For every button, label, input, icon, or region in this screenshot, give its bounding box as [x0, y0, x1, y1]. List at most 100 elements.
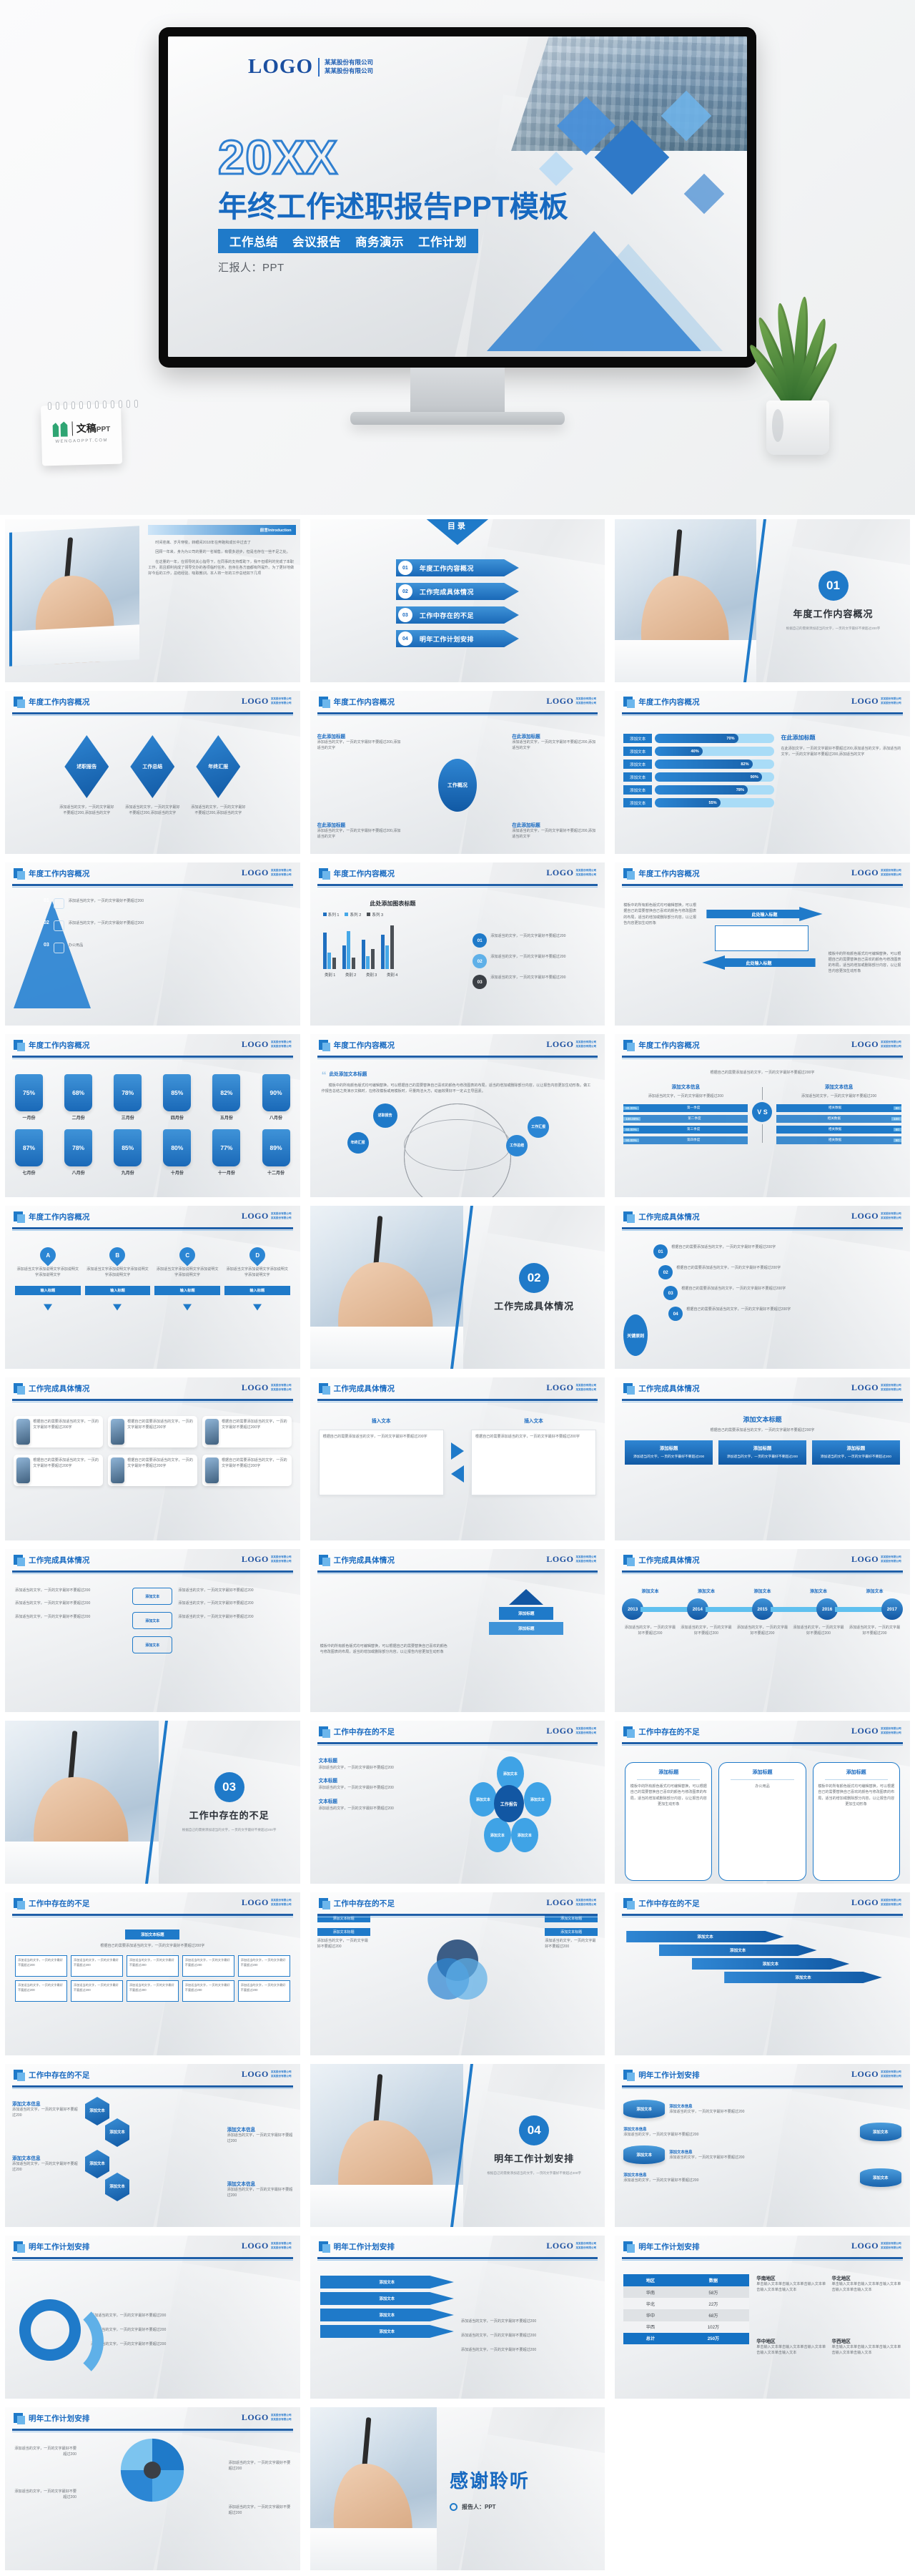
slide-header-logo: LOGO 某某股份有限公司 某某股份有限公司 [546, 696, 597, 706]
slide-thumbnail[interactable]: 年度工作内容概况 LOGO 某某股份有限公司 某某股份有限公司 75% 一月份 68% 二… [0, 1030, 305, 1201]
slide-header-title: 明年工作计划安排 [638, 2243, 700, 2251]
catalog-item-number: 02 [397, 584, 412, 599]
slide-thumbnail[interactable]: 工作中存在的不足 LOGO 某某股份有限公司 某某股份有限公司 添加标题 模板中的所… [610, 1716, 915, 1888]
slide-thumbnail[interactable]: 工作完成具体情况 LOGO 某某股份有限公司 某某股份有限公司 添加文本标题 根据自… [610, 1373, 915, 1545]
slide-thumbnail[interactable]: 前言Introduction 时间荏苒、岁月穿梭，转眼间2018年在奔跑和成长中… [0, 515, 305, 687]
kpi-value: 80% [163, 1129, 192, 1166]
bracket-text: 添加适当的文字，一页的文字最好不要超过200 [178, 1588, 254, 1593]
vs-left-bars: 80.00% 第一季度 100.00% 第二季度 60.00% 第三季度 90.00% 第四季… [623, 1103, 748, 1144]
abcd-button[interactable]: 输入标题 [224, 1285, 290, 1295]
slide-header-logo: LOGO 某某股份有限公司 某某股份有限公司 [851, 2241, 901, 2251]
abcd-button[interactable]: 输入标题 [154, 1285, 220, 1295]
flower-petal: 添加文本 [510, 1818, 538, 1852]
slide-thumbnail[interactable]: 工作完成具体情况 LOGO 某某股份有限公司 某某股份有限公司 添加文本 添加文本 添加… [610, 1545, 915, 1716]
abcd-button[interactable]: 输入标题 [15, 1285, 81, 1295]
bar [385, 945, 390, 969]
photo-card-text: 根据自己的需要添加适当的文字，一页的文字最好不要超过200字 [221, 1458, 287, 1469]
slide-thumbnail[interactable]: 年度工作内容概况 LOGO 某某股份有限公司 某某股份有限公司 工作概况 在此添加标… [305, 687, 610, 858]
abcd-item: B 添加适当文字添加说明文字添加说明文字添加说明文字 [85, 1244, 151, 1279]
slide-header-icon [14, 1040, 25, 1051]
slide-thumbnail[interactable]: 工作中存在的不足 LOGO 某某股份有限公司 某某股份有限公司 添加文本标题 根据自… [0, 1888, 305, 2060]
slide-thumbnail[interactable]: 工作完成具体情况 LOGO 某某股份有限公司 某某股份有限公司 根据自己的需要添加适… [0, 1373, 305, 1545]
slide-header-title: 工作中存在的不足 [638, 1899, 700, 1908]
slide-thumbnail[interactable]: 工作中存在的不足 LOGO 某某股份有限公司 某某股份有限公司 添加文本标题 添加适… [305, 1888, 610, 2060]
slide-thumbnail[interactable]: 年度工作内容概况 LOGO 某某股份有限公司 某某股份有限公司 述职报告 添加适当的… [0, 687, 305, 858]
cylinder-shape: 添加文本 [623, 2145, 666, 2164]
calendar-url: WENGAOPPT.COM [55, 438, 109, 444]
slide-thumbnail[interactable]: 明年工作计划安排 LOGO 某某股份有限公司 某某股份有限公司 添加适当的文字，一页… [0, 2231, 305, 2403]
kpi-card: 90% 八月份 [262, 1074, 290, 1121]
slide-thumbnail[interactable]: 年度工作内容概况 LOGO 某某股份有限公司 某某股份有限公司 此处添加图表标题 系… [305, 858, 610, 1030]
header-rule [12, 2085, 293, 2088]
slide-thumbnail[interactable]: 明年工作计划安排 LOGO 某某股份有限公司 某某股份有限公司 添加适当的文字，一页… [0, 2403, 305, 2575]
timeline-year: 2014 [686, 1598, 708, 1620]
slide-thumbnail[interactable]: 03 工作中存在的不足 根据自己的需要添加适当的文字，一页的文字最好不要超过20… [0, 1716, 305, 1888]
header-rule [12, 712, 293, 714]
slide-header-icon [14, 1383, 25, 1395]
table-cell: 102万 [677, 2321, 750, 2333]
numbered-list-item: 04 根据自己的需要添加适当的文字，一页的文字最好不要超过200字 [668, 1307, 901, 1321]
slide-thumbnail[interactable]: 工作完成具体情况 LOGO 某某股份有限公司 某某股份有限公司 关键原则 01 根据自… [610, 1201, 915, 1373]
percent-bar-row: 添加文本 90% [623, 772, 774, 782]
triangle-number: 02 [44, 920, 49, 925]
slide-thumbnail[interactable]: 目录 01 年度工作内容概况 02 工作完成具体情况 03 工作中存在的不足 0… [305, 515, 610, 687]
slide-header: 年度工作内容概况 LOGO 某某股份有限公司 某某股份有限公司 [5, 1034, 300, 1059]
timeline-captions: 添加适当的文字，一页的文字最好不要超过200 添加适当的文字，一页的文字最好不要超… [622, 1625, 903, 1637]
slide-header-logo: LOGO 某某股份有限公司 某某股份有限公司 [241, 696, 292, 706]
slide-thumbnail[interactable]: 年度工作内容概况 LOGO 某某股份有限公司 某某股份有限公司 “ 此处添加文本标题… [305, 1030, 610, 1201]
slide-thumbnail[interactable]: 年度工作内容概况 LOGO 某某股份有限公司 某某股份有限公司 根据自己的需要添加适… [610, 1030, 915, 1201]
slide-thumbnail[interactable]: 工作完成具体情况 LOGO 某某股份有限公司 某某股份有限公司 插入文本 插入文本 … [305, 1373, 610, 1545]
slide-thumbnail[interactable]: 明年工作计划安排 LOGO 某某股份有限公司 某某股份有限公司 添加文本 添加文本信息… [610, 2060, 915, 2231]
slide-thumbnail[interactable]: 工作中存在的不足 LOGO 某某股份有限公司 某某股份有限公司 添加文本 添加文本 添加… [610, 1888, 915, 2060]
table-row: 华中 68万 [623, 2309, 750, 2321]
header-rule-light [317, 1745, 598, 1746]
abcd-item: C 添加适当文字添加说明文字添加说明文字添加说明文字 [154, 1244, 220, 1279]
cover-tag: 工作计划 [418, 235, 467, 249]
header-rule [12, 1914, 293, 1916]
table-cell: 58万 [677, 2286, 750, 2299]
slide-thumbnail[interactable]: 年度工作内容概况 LOGO 某某股份有限公司 某某股份有限公司 A 添加适当文字添加说… [0, 1201, 305, 1373]
slide-thumbnail[interactable]: 02 工作完成具体情况 [305, 1201, 610, 1373]
slide-thumbnail[interactable]: 04 明年工作计划安排 根据自己的需要添加适当的文字，一页的文字最好不要超过20… [305, 2060, 610, 2231]
hexagon-shape: 添加文本 [85, 2150, 109, 2178]
section-title: 工作中存在的不足 [189, 1809, 269, 1821]
slide-thumbnail[interactable]: 年度工作内容概况 LOGO 某某股份有限公司 某某股份有限公司 添加文本 70% 添加文… [610, 687, 915, 858]
slide-thumbnail[interactable]: 工作中存在的不足 LOGO 某某股份有限公司 某某股份有限公司 文本标题 添加适当的… [305, 1716, 610, 1888]
catalog-item[interactable]: 02 工作完成具体情况 [395, 583, 519, 600]
slide-thumbnail[interactable]: 01 年度工作内容概况 根据自己的需要添加适当的文字，一页的文字最好不要超过20… [610, 515, 915, 687]
table-cell: 华西 [623, 2321, 678, 2333]
slide-header-icon [623, 2070, 635, 2081]
cover-year: 20XX [217, 131, 339, 185]
region-note-text: 单击输入文本单击输入文本单击输入文本单击输入文本单击输入文本 [756, 2345, 826, 2356]
kpi-card: 68% 二月份 [64, 1074, 93, 1121]
slide-thumbnail[interactable]: 工作完成具体情况 LOGO 某某股份有限公司 某某股份有限公司 添加适当的文字，一页… [0, 1545, 305, 1716]
slide-thumbnail[interactable]: 工作完成具体情况 LOGO 某某股份有限公司 某某股份有限公司 模板中的所有颜色版式… [305, 1545, 610, 1716]
slide-thumbnail[interactable]: 年度工作内容概况 LOGO 某某股份有限公司 某某股份有限公司 01 添加适当的文字… [0, 858, 305, 1030]
abcd-buttons: 输入标题 输入标题 输入标题 输入标题 [15, 1285, 290, 1295]
timeline-connector [835, 1606, 884, 1612]
catalog-item[interactable]: 01 年度工作内容概况 [395, 559, 519, 576]
calendar-divider [71, 421, 74, 436]
slide-thumbnail[interactable]: 感谢聆听 报告人：PPT [305, 2403, 610, 2575]
slide-thumbnail[interactable]: 明年工作计划安排 LOGO 某某股份有限公司 某某股份有限公司 地区 数据 华南 58万华… [610, 2231, 915, 2403]
table-row: 华西 102万 [623, 2321, 750, 2333]
abcd-button[interactable]: 输入标题 [84, 1285, 151, 1295]
slide-thumbnail[interactable]: 年度工作内容概况 LOGO 某某股份有限公司 某某股份有限公司 模板中的所有颜色版式… [610, 858, 915, 1030]
list-number: 01 [653, 1244, 668, 1259]
table-header-cell: 数据 [677, 2274, 750, 2286]
kpi-month: 十二月份 [267, 1171, 285, 1176]
timeline-caption: 添加适当的文字，一页的文字最好不要超过200 [681, 1626, 732, 1636]
ring-text: 添加适当的文字，一页的文字最好不要超过200 [91, 2313, 167, 2318]
card-title: 添加标题 [846, 1770, 866, 1775]
catalog-item[interactable]: 03 工作中存在的不足 [395, 606, 519, 624]
catalog-item[interactable]: 04 明年工作计划安排 [395, 630, 519, 647]
slide-thumbnail[interactable]: 明年工作计划安排 LOGO 某某股份有限公司 某某股份有限公司 添加文本 添加文本 添加… [305, 2231, 610, 2403]
kpi-month: 十月份 [170, 1171, 184, 1176]
diamond-shape: 年终汇报 [196, 735, 241, 798]
monitor-bezel: LOGO 某某股份有限公司 某某股份有限公司 20XX 年终工作述职报告PPT模… [159, 27, 756, 368]
pyramid-tier: 添加标题 [499, 1607, 554, 1620]
bullet-icon [450, 2503, 458, 2511]
header-rule [12, 2257, 293, 2259]
bracket-label: 添加文本 [145, 1594, 160, 1599]
slide-thumbnail[interactable]: 工作中存在的不足 LOGO 某某股份有限公司 某某股份有限公司 添加文本信息 添加适… [0, 2060, 305, 2231]
